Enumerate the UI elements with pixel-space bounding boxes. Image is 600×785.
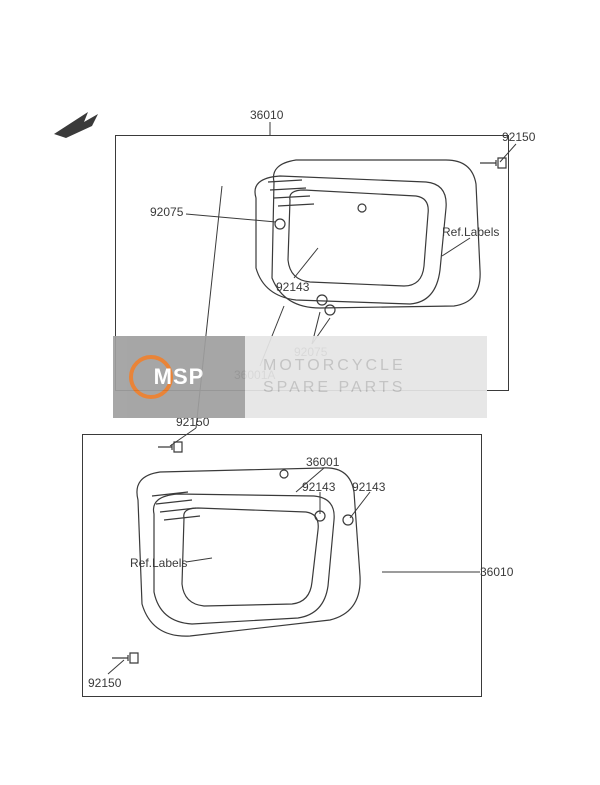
label-92150-bl: 92150 xyxy=(88,676,121,690)
label-92150-mid: 92150 xyxy=(176,415,209,429)
label-92150-top: 92150 xyxy=(502,130,535,144)
label-92075-left: 92075 xyxy=(150,205,183,219)
label-36010-right: 36010 xyxy=(480,565,513,579)
label-92143-a: 92143 xyxy=(302,480,335,494)
label-36010-top: 36010 xyxy=(250,108,283,122)
label-92143-b: 92143 xyxy=(352,480,385,494)
ref-labels-lower: Ref.Labels xyxy=(130,556,187,570)
label-36001A: 36001A xyxy=(234,368,275,382)
label-92075-btm: 92075 xyxy=(294,345,327,359)
label-92143-mid: 92143 xyxy=(276,280,309,294)
diagram-canvas: 36010 92150 92075 92143 92075 36001A Ref… xyxy=(0,0,600,785)
ref-labels-upper: Ref.Labels xyxy=(442,225,499,239)
leader-lines xyxy=(0,0,600,785)
label-36001: 36001 xyxy=(306,455,339,469)
